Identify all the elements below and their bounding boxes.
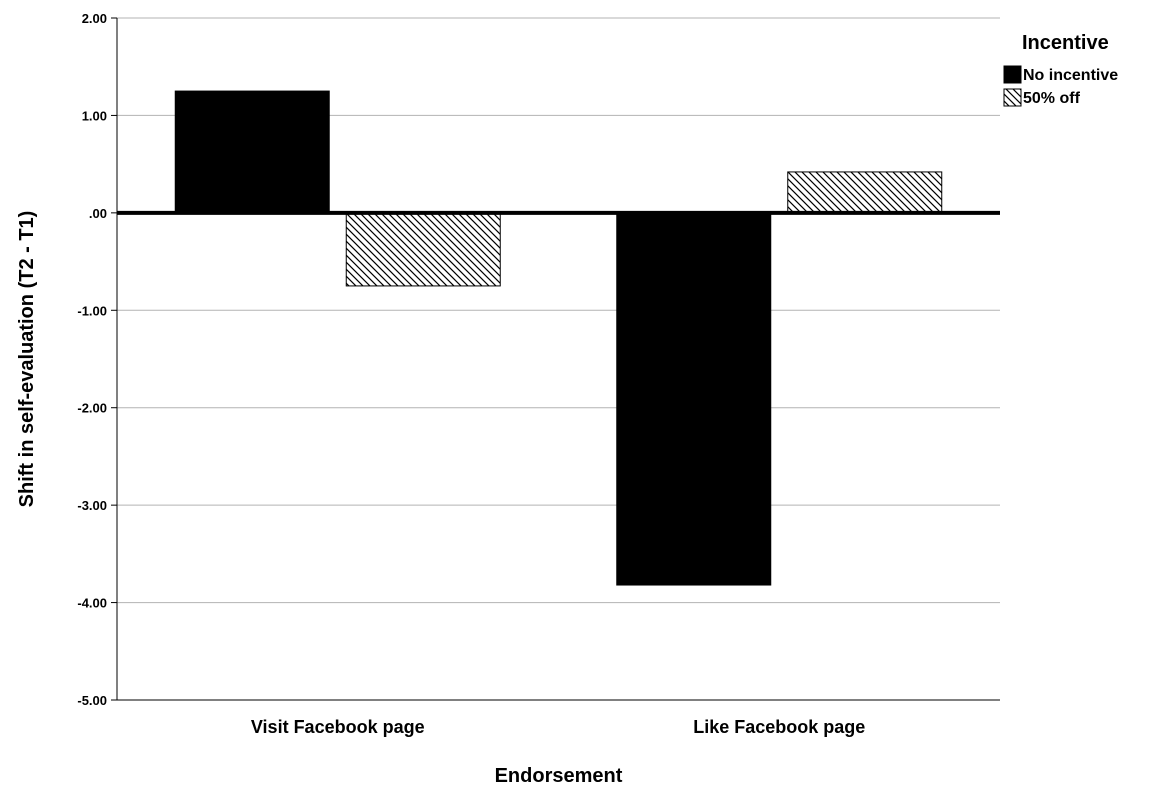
bars [174, 90, 943, 586]
y-axis-title: Shift in self-evaluation (T2 - T1) [16, 211, 38, 508]
legend-swatch [1003, 88, 1022, 107]
y-tick-label: -4.00 [77, 596, 107, 611]
legend-title: Incentive [1022, 32, 1109, 54]
bar-50-off-1 [345, 212, 501, 287]
bar-no-incentive-1 [174, 90, 330, 214]
y-tick-label: -5.00 [77, 693, 107, 708]
legend: Incentive No incentive 50% off [1003, 32, 1118, 107]
legend-label: 50% off [1023, 90, 1081, 107]
axes [111, 17, 1000, 701]
legend-swatch [1003, 65, 1022, 84]
labels: 2.00 1.00 .00 -1.00 -2.00 -3.00 -4.00 -5.00 Visi… [16, 11, 865, 787]
bar-50-off-2 [787, 171, 943, 214]
y-tick-label: -1.00 [77, 303, 107, 318]
x-category-label: Visit Facebook page [251, 717, 425, 737]
y-tick-label: .00 [89, 206, 107, 221]
x-category-label: Like Facebook page [693, 717, 865, 737]
bar-no-incentive-2 [616, 212, 772, 586]
legend-label: No incentive [1023, 67, 1118, 84]
y-tick-label: 2.00 [82, 11, 107, 26]
y-tick-label: 1.00 [82, 108, 107, 123]
y-tick-label: -3.00 [77, 498, 107, 513]
x-axis-title: Endorsement [495, 765, 623, 784]
y-tick-label: -2.00 [77, 401, 107, 416]
